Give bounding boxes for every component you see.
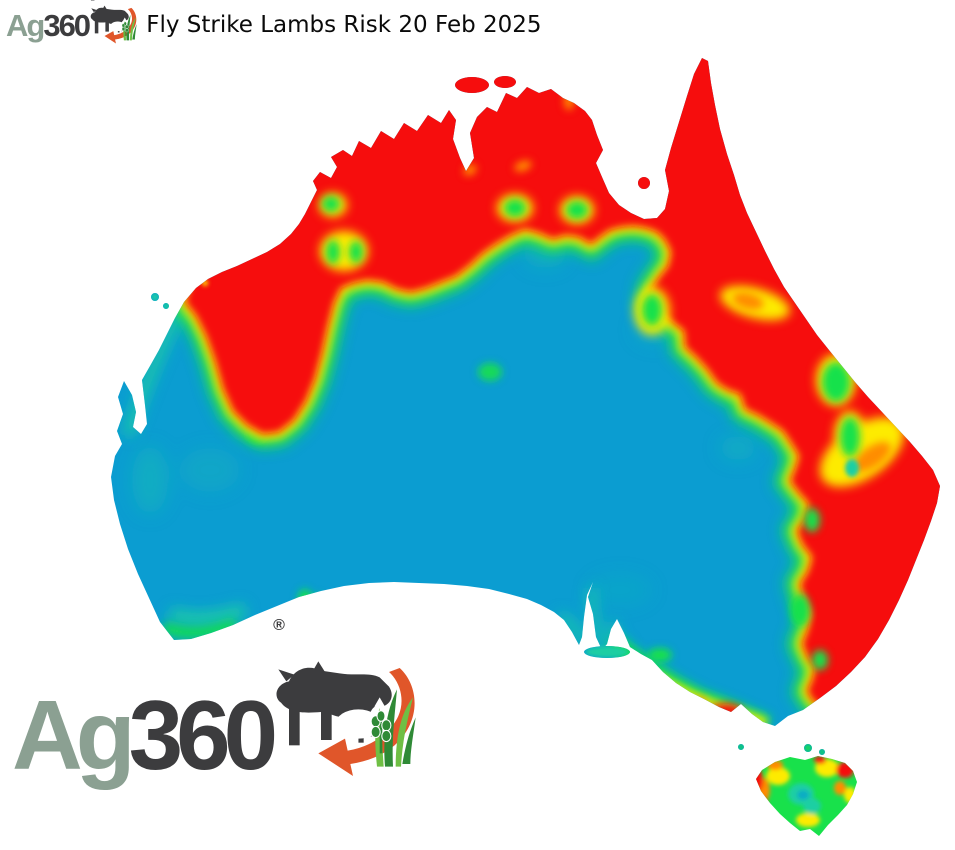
registered-mark: ® bbox=[90, 0, 95, 3]
tasmania-heatmap bbox=[756, 756, 857, 836]
ag360-logo-large: Ag360® bbox=[12, 618, 420, 785]
bass-strait-islands bbox=[738, 744, 825, 755]
logo-text-ag-large: Ag bbox=[12, 680, 136, 790]
logo-text-360: 360 bbox=[43, 7, 91, 43]
ag360-logo-small: Ag360 ® bbox=[6, 0, 138, 46]
header: Ag360 ® Fly Strike Lambs Risk 20 Feb 2025 bbox=[6, 0, 542, 46]
logo-text-ag: Ag bbox=[6, 7, 45, 43]
ag360-logo-graphic-small bbox=[90, 5, 138, 44]
logo-text-360-large: 360 bbox=[128, 680, 278, 790]
logo-text-large: Ag360® bbox=[12, 618, 285, 785]
registered-mark-large: ® bbox=[273, 617, 285, 634]
page-title: Fly Strike Lambs Risk 20 Feb 2025 bbox=[146, 12, 542, 38]
ag360-logo-graphic-large bbox=[275, 660, 417, 777]
tasmania-teal-center bbox=[788, 783, 821, 814]
logo-text: Ag360 ® bbox=[6, 0, 95, 43]
green-mottle-patches bbox=[322, 196, 860, 670]
teal-spots bbox=[151, 280, 859, 658]
